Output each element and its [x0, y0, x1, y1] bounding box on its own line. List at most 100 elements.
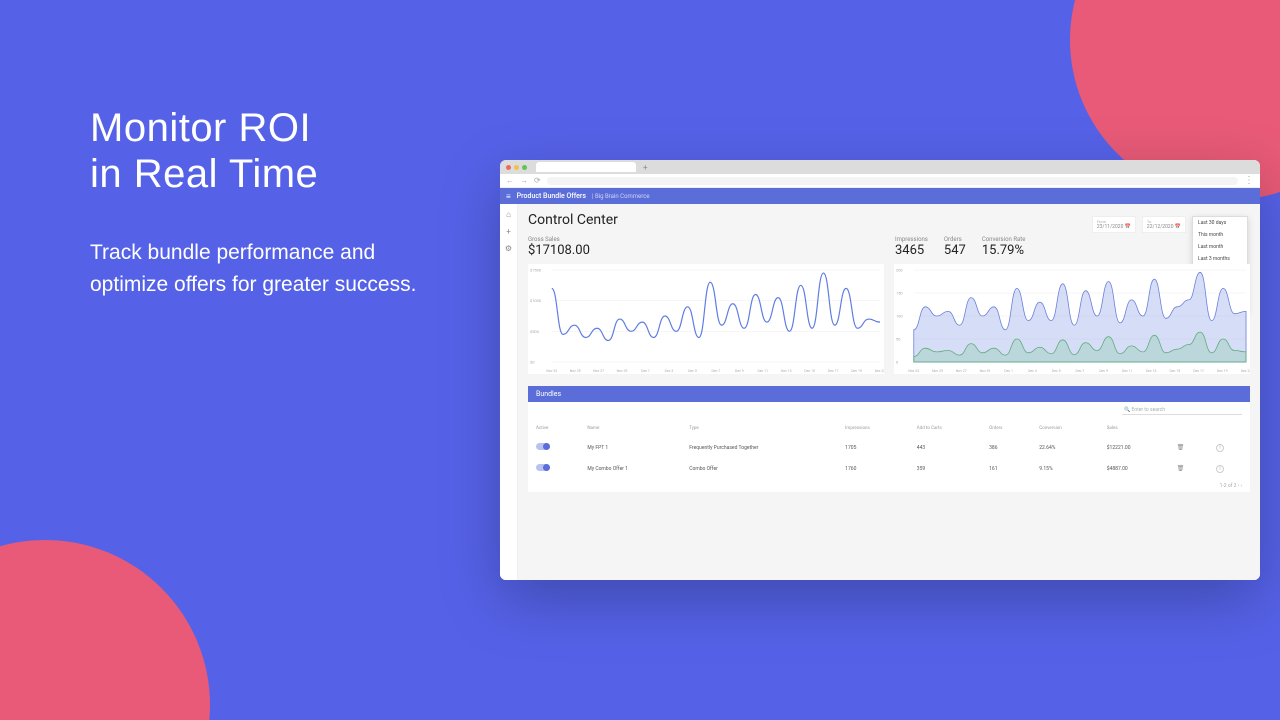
bundles-search-input[interactable]: 🔍 Enter to search: [1122, 406, 1242, 415]
table-cell: 9.15%: [1033, 459, 1099, 478]
svg-text:Nov 23: Nov 23: [908, 369, 919, 373]
app-title: Product Bundle Offers: [517, 192, 586, 200]
svg-text:Nov 23: Nov 23: [546, 369, 557, 373]
table-column-header: Name: [581, 421, 681, 436]
svg-text:Nov 29: Nov 29: [617, 369, 628, 373]
browser-menu-icon[interactable]: ⋮: [1244, 175, 1254, 186]
hero-headline: Monitor ROI in Real Time: [90, 105, 450, 197]
window-close-dot[interactable]: [506, 165, 511, 170]
svg-text:Dec 1: Dec 1: [1004, 369, 1013, 373]
svg-text:Dec 13: Dec 13: [781, 369, 792, 373]
app-header: ≡ Product Bundle Offers | Big Brain Comm…: [500, 188, 1260, 204]
decorative-circle-bottom-left: [0, 540, 210, 720]
svg-text:150: 150: [896, 290, 903, 295]
pager-next-icon[interactable]: ›: [1240, 483, 1242, 489]
table-cell: 443: [911, 438, 981, 457]
date-to-value: 22/12/2020: [1147, 224, 1174, 230]
hero-headline-line2: in Real Time: [90, 152, 318, 196]
table-column-header: [1171, 421, 1208, 436]
svg-text:$1500: $1500: [530, 267, 541, 272]
forward-icon[interactable]: →: [520, 176, 528, 185]
active-toggle[interactable]: [536, 443, 550, 450]
plus-icon[interactable]: +: [506, 227, 511, 236]
svg-text:Dec 22: Dec 22: [1241, 369, 1250, 373]
date-from-picker[interactable]: From 23/11/2020 📅: [1092, 216, 1136, 233]
table-cell: 1705: [839, 438, 909, 457]
window-maximize-dot[interactable]: [522, 165, 527, 170]
table-pager: 1-2 of 2 ‹ ›: [528, 480, 1250, 492]
gross-sales-value: $17108.00: [528, 243, 883, 258]
svg-text:Dec 15: Dec 15: [1170, 369, 1181, 373]
svg-text:100: 100: [896, 313, 903, 318]
table-row: My FPT 1Frequently Purchased Together170…: [530, 438, 1248, 457]
svg-text:Dec 9: Dec 9: [735, 369, 744, 373]
table-column-header: Sales: [1101, 421, 1169, 436]
svg-text:Dec 5: Dec 5: [1052, 369, 1061, 373]
table-column-header: Conversion: [1033, 421, 1099, 436]
date-from-value: 23/11/2020: [1097, 224, 1124, 230]
home-icon[interactable]: ⌂: [506, 210, 511, 219]
app-subtitle: | Big Brain Commerce: [592, 193, 650, 200]
search-placeholder: Enter to search: [1131, 407, 1164, 413]
orders-label: Orders: [944, 236, 966, 243]
reload-icon[interactable]: ⟳: [534, 176, 541, 185]
table-cell: My FPT 1: [581, 438, 681, 457]
back-icon[interactable]: ←: [506, 176, 514, 185]
table-cell: i: [1210, 438, 1248, 457]
browser-toolbar: ← → ⟳ ⋮: [500, 174, 1260, 188]
svg-text:Nov 25: Nov 25: [570, 369, 581, 373]
address-bar[interactable]: [547, 177, 1238, 185]
delete-icon[interactable]: 🗑: [1177, 465, 1185, 472]
browser-tabbar: +: [500, 160, 1260, 174]
info-icon[interactable]: i: [1216, 444, 1224, 452]
table-cell: [530, 438, 579, 457]
hamburger-icon[interactable]: ≡: [506, 192, 511, 201]
svg-text:Dec 22: Dec 22: [875, 369, 884, 373]
table-column-header: [1210, 421, 1248, 436]
date-range-option[interactable]: Last 30 days: [1193, 217, 1247, 229]
browser-tab[interactable]: [536, 162, 636, 172]
conversion-label: Conversion Rate: [982, 236, 1026, 243]
svg-text:Dec 15: Dec 15: [804, 369, 815, 373]
svg-text:Dec 3: Dec 3: [665, 369, 674, 373]
svg-text:Dec 19: Dec 19: [851, 369, 862, 373]
date-range-option[interactable]: This month: [1193, 229, 1247, 241]
table-column-header: Orders: [983, 421, 1031, 436]
hero-headline-line1: Monitor ROI: [90, 106, 311, 150]
date-to-picker[interactable]: To 22/12/2020 📅: [1142, 216, 1186, 233]
delete-icon[interactable]: 🗑: [1177, 444, 1185, 451]
window-minimize-dot[interactable]: [514, 165, 519, 170]
table-cell: $4887.00: [1101, 459, 1169, 478]
table-column-header: Type: [683, 421, 837, 436]
bundles-header: Bundles: [528, 386, 1250, 402]
svg-text:Dec 13: Dec 13: [1146, 369, 1157, 373]
svg-text:Dec 19: Dec 19: [1217, 369, 1228, 373]
table-cell: 386: [983, 438, 1031, 457]
table-cell: 22.64%: [1033, 438, 1099, 457]
svg-text:Dec 7: Dec 7: [1076, 369, 1085, 373]
hero-subtext: Track bundle performance and optimize of…: [90, 237, 450, 300]
svg-text:Nov 25: Nov 25: [932, 369, 943, 373]
svg-text:Dec 17: Dec 17: [1193, 369, 1204, 373]
orders-value: 547: [944, 243, 966, 258]
svg-text:$0: $0: [530, 359, 534, 364]
gear-icon[interactable]: ⚙: [505, 244, 512, 253]
active-toggle[interactable]: [536, 464, 550, 471]
info-icon[interactable]: i: [1216, 465, 1224, 473]
date-range-option[interactable]: Last month: [1193, 241, 1247, 253]
new-tab-button[interactable]: +: [643, 163, 648, 172]
svg-text:Nov 27: Nov 27: [593, 369, 604, 373]
calendar-icon: 📅: [1175, 224, 1181, 230]
svg-text:Nov 29: Nov 29: [980, 369, 991, 373]
impressions-label: Impressions: [895, 236, 928, 243]
table-cell: Combo Offer: [683, 459, 837, 478]
table-cell: 🗑: [1171, 459, 1208, 478]
search-icon: 🔍: [1124, 407, 1130, 413]
table-row: My Combo Offer 1Combo Offer17603591619.1…: [530, 459, 1248, 478]
table-cell: $12221.00: [1101, 438, 1169, 457]
table-cell: 🗑: [1171, 438, 1208, 457]
browser-window: + ← → ⟳ ⋮ ≡ Product Bundle Offers | Big …: [500, 160, 1260, 580]
svg-text:50: 50: [896, 336, 900, 341]
svg-text:Dec 5: Dec 5: [688, 369, 697, 373]
table-cell: My Combo Offer 1: [581, 459, 681, 478]
